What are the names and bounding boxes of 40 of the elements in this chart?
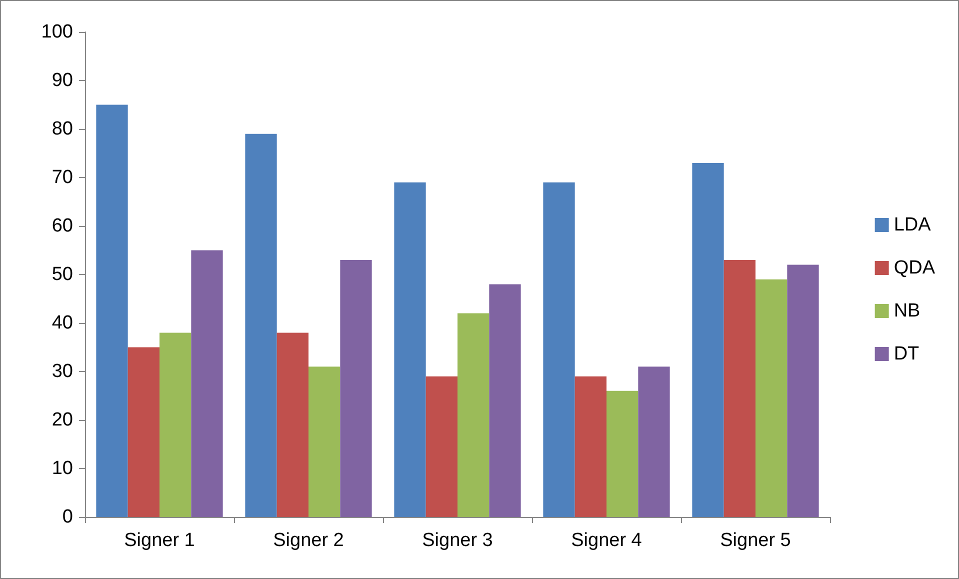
bar [245,134,277,517]
y-tick-label: 80 [52,118,73,140]
y-tick-label: 50 [52,264,73,285]
bar [458,313,490,517]
bar [96,104,128,517]
bar [394,182,426,517]
y-tick-label: 100 [41,22,73,42]
y-tick-label: 10 [52,458,73,479]
x-tick-label: Signer 5 [720,530,791,551]
x-tick-label: Signer 1 [124,530,195,551]
y-tick-label: 90 [52,70,73,91]
bar [787,264,819,517]
bar [340,260,372,517]
bar [724,260,756,517]
y-tick-label: 40 [52,312,73,334]
bar [756,279,788,517]
bar [426,376,458,517]
bar [128,347,160,517]
bar [574,376,606,517]
legend-label: DT [894,344,920,364]
legend-label: QDA [894,258,936,278]
bar [160,332,192,517]
bar [638,366,670,517]
x-tick-label: Signer 4 [571,530,642,551]
x-tick-label: Signer 2 [273,530,344,551]
y-tick-label: 20 [52,410,73,430]
bar [606,390,638,517]
legend-label: NB [894,300,920,322]
y-tick-label: 30 [52,361,73,382]
legend-label: LDA [894,214,932,236]
bar [692,162,724,517]
bar [489,284,521,517]
y-tick-label: 0 [62,506,73,528]
bar [308,366,340,517]
x-tick-label: Signer 3 [422,530,493,551]
y-tick-label: 70 [52,167,73,188]
bar [276,332,308,517]
bar [191,250,223,517]
y-tick-label: 60 [52,216,73,236]
bar [543,182,575,517]
